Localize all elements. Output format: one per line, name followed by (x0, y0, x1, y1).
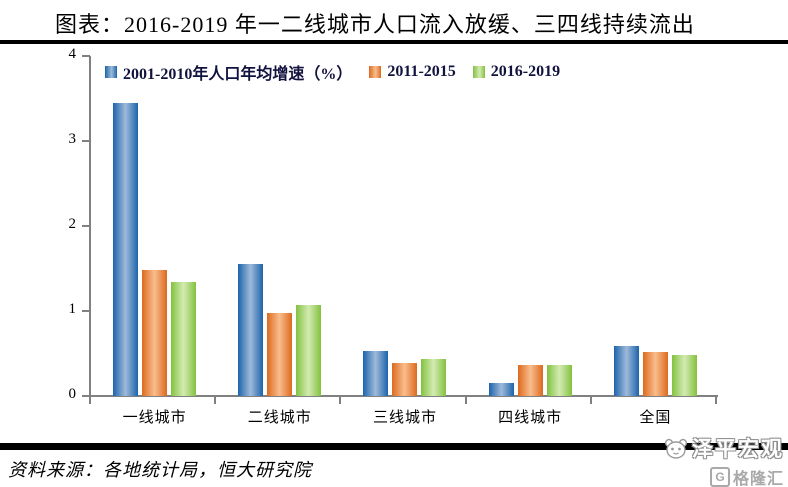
x-tick (464, 396, 467, 404)
watermark-brand-row: 泽平宏观 (664, 433, 784, 463)
x-axis-line (89, 395, 718, 397)
legend-label: 2016-2019 (490, 63, 561, 80)
watermark-logo2-text: 格隆汇 (732, 471, 784, 487)
bar (238, 264, 264, 396)
bar (517, 365, 543, 396)
legend-item: 2016-2019 (472, 63, 561, 81)
bar-group-3 (342, 57, 467, 396)
x-tick (89, 396, 91, 404)
source-note: 资料来源：各地统计局，恒大研究院 (8, 460, 312, 480)
legend-label: 2001-2010年人口年均增速（%） (123, 66, 353, 83)
bar (421, 359, 447, 396)
y-tick (82, 310, 90, 312)
y-tick (82, 55, 90, 57)
bar (642, 352, 668, 396)
top-divider (0, 40, 788, 44)
y-tick-label: 3 (68, 131, 77, 147)
legend: 2001-2010年人口年均增速（%） 2011-2015 2016-2019 (105, 60, 560, 84)
bar-group-4 (468, 57, 593, 396)
bar (546, 365, 572, 396)
y-tick (82, 225, 90, 227)
panda-logo-icon (664, 438, 688, 459)
x-axis-label: 全国 (639, 410, 672, 426)
y-tick-label: 1 (68, 301, 77, 317)
x-axis-label: 四线城市 (498, 410, 563, 426)
bar-group-2 (217, 57, 342, 396)
y-tick (82, 140, 90, 142)
watermark-logo2-row: G 格隆汇 (664, 465, 784, 487)
legend-swatch-icon (472, 66, 485, 78)
bar (267, 313, 293, 396)
y-tick-label: 0 (68, 386, 77, 402)
bar (488, 383, 514, 396)
bar-group-5 (593, 57, 718, 396)
bar (296, 305, 322, 396)
y-tick-label: 4 (68, 46, 77, 62)
x-axis-label: 一线城市 (122, 410, 187, 426)
watermark: 泽平宏观 G 格隆汇 (664, 433, 784, 487)
x-tick (214, 396, 217, 404)
watermark-brand-text: 泽平宏观 (692, 437, 784, 461)
bar (392, 363, 418, 396)
legend-item: 2011-2015 (369, 63, 456, 81)
x-tick (715, 396, 717, 404)
legend-item: 2001-2010年人口年均增速（%） (105, 60, 352, 84)
bar (613, 346, 639, 396)
bar (671, 355, 697, 396)
y-axis-line (89, 56, 91, 397)
y-tick-label: 2 (68, 216, 77, 232)
bar-group-1 (92, 57, 217, 396)
bar (363, 351, 389, 396)
legend-label: 2011-2015 (387, 63, 456, 80)
bar (142, 270, 168, 396)
bar (113, 103, 139, 396)
x-tick (589, 396, 592, 404)
legend-swatch-icon (369, 66, 382, 78)
bar (171, 282, 197, 396)
legend-swatch-icon (105, 66, 117, 78)
chart-title: 图表：2016-2019 年一二线城市人口流入放缓、三四线持续流出 (55, 12, 695, 37)
bottom-divider (0, 443, 788, 450)
x-tick (339, 396, 342, 404)
x-axis-label: 二线城市 (247, 410, 312, 426)
y-tick (82, 395, 90, 397)
x-axis-label: 三线城市 (372, 410, 437, 426)
gelonghui-g-icon: G (709, 467, 730, 487)
